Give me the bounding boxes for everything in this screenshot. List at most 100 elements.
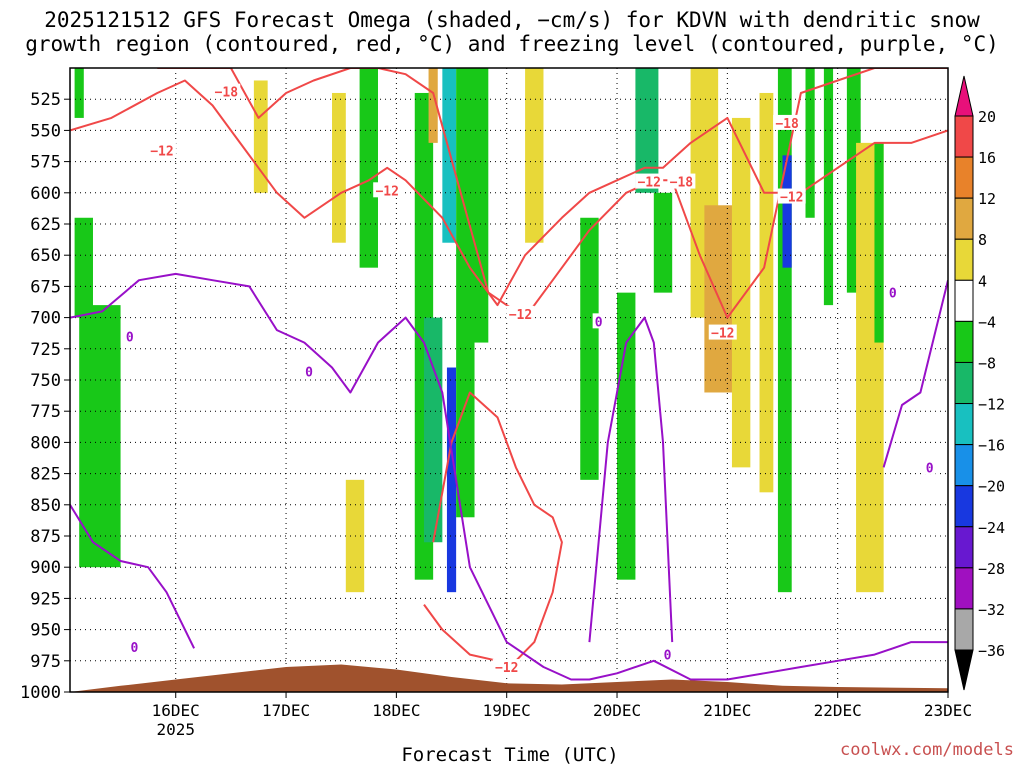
contour-label: 0 <box>305 365 313 380</box>
omega-shaded-region <box>759 92 774 493</box>
contour-label-bg <box>777 188 806 204</box>
y-tick-label: 825 <box>30 465 61 485</box>
colorbar-bin <box>954 279 974 322</box>
omega-shaded-region <box>782 155 792 268</box>
y-tick-label: 700 <box>30 309 61 329</box>
colorbar-tick-label: −32 <box>978 601 1005 619</box>
contour-label-bg <box>373 182 402 198</box>
colorbar-tick-label: 12 <box>978 190 996 208</box>
omega-shaded-region <box>79 305 121 568</box>
x-tick-label: 18DEC <box>372 701 420 720</box>
contour-label: 0 <box>595 315 603 330</box>
colorbar-top-arrow <box>954 75 974 117</box>
freezing-level-contour-line <box>588 316 674 643</box>
omega-shaded-region <box>423 317 443 543</box>
y-tick-label: 600 <box>30 184 61 204</box>
contour-label-bg <box>773 114 802 130</box>
omega-shaded-region <box>617 292 636 580</box>
omega-shaded-region <box>653 192 673 293</box>
contour-label: −12 <box>495 661 518 676</box>
x-tick-label: 16DEC <box>152 701 200 720</box>
colorbar-bin <box>954 156 974 199</box>
x-tick-label: 22DEC <box>814 701 862 720</box>
contour-label: 0 <box>889 287 897 302</box>
contour-label: −18 <box>215 86 239 101</box>
y-tick-label: 950 <box>30 621 61 641</box>
colorbar-tick-label: 4 <box>978 272 987 290</box>
colorbar-tick-label: −36 <box>978 642 1005 660</box>
y-tick-label: 900 <box>30 558 61 578</box>
omega-shaded-region <box>469 68 489 343</box>
colorbar-tick-label: −28 <box>978 560 1005 578</box>
contour-label-bg <box>886 284 899 300</box>
y-tick-label: 775 <box>30 402 61 422</box>
freezing-level-contour-line <box>70 504 195 649</box>
omega-shaded-region <box>635 68 659 193</box>
contour-label: −12 <box>375 184 398 199</box>
contour-label: −12 <box>780 191 803 206</box>
contour-label-bg <box>708 324 737 340</box>
colorbar-bin <box>954 115 974 158</box>
colorbar-tick-label: −16 <box>978 437 1005 455</box>
y-tick-label: 575 <box>30 153 61 173</box>
contour-label-bg <box>506 305 535 321</box>
x-tick-label: 21DEC <box>703 701 751 720</box>
omega-shaded-region <box>525 68 544 243</box>
colorbar-bin <box>954 608 974 651</box>
freezing-level-contour-line <box>70 272 948 681</box>
colorbar-bin <box>954 485 974 528</box>
omega-shaded-region <box>805 68 815 218</box>
contour-label-bg <box>635 173 664 189</box>
dendritic-contour-line <box>70 79 948 307</box>
x-axis: 16DEC 17DEC 18DEC 19DEC 20DEC 21DEC 22DEC 23DEC… <box>152 692 972 739</box>
contour-label: −12 <box>637 176 660 191</box>
source-credit: coolwx.com/models <box>840 740 1014 760</box>
x-tick-label: 23DEC <box>924 701 972 720</box>
y-axis: 525 550 575 600 625 650 675 700 725 750 775 800 825 8… <box>20 90 70 703</box>
colorbar-tick-label: −24 <box>978 519 1005 537</box>
colorbar-tick-label: 16 <box>978 149 996 167</box>
omega-shaded-region <box>74 217 93 318</box>
x-tick-label: 20DEC <box>593 701 641 720</box>
colorbar-bottom-arrow <box>954 649 974 691</box>
omega-shaded-region <box>823 68 834 306</box>
contour-label-bg <box>147 142 176 158</box>
contour-label-bg <box>492 659 521 675</box>
contour-label-bg <box>923 459 936 475</box>
contour-label: −18 <box>670 176 694 191</box>
y-tick-label: 850 <box>30 496 61 516</box>
colorbar-bin <box>954 444 974 487</box>
chart-title-line-1: 2025121512 GFS Forecast Omega (shaded, −… <box>44 8 980 32</box>
colorbar-bin <box>954 403 974 446</box>
x-tick-label: 19DEC <box>483 701 531 720</box>
y-tick-label: 625 <box>30 215 61 235</box>
contour-label: 0 <box>926 461 934 476</box>
omega-shaded-region <box>359 68 378 268</box>
contour-label-bg <box>661 646 674 662</box>
omega-shaded-region <box>428 68 438 143</box>
omega-shaded-region <box>580 217 599 480</box>
y-tick-label: 675 <box>30 277 61 297</box>
y-tick-label: 800 <box>30 433 61 453</box>
colorbar-tick-label: −4 <box>978 313 996 331</box>
x-year-label: 2025 <box>156 720 195 739</box>
omega-shaded-region <box>332 92 346 243</box>
colorbar-tick-label: −20 <box>978 478 1005 496</box>
x-axis-label: Forecast Time (UTC) <box>401 744 619 766</box>
contour-label-bg <box>123 328 136 344</box>
colorbar-bin <box>954 320 974 363</box>
colorbar-bin <box>954 361 974 405</box>
contour-label: 0 <box>130 641 138 656</box>
omega-shaded-region <box>74 68 84 118</box>
contour-label-bg <box>303 363 316 379</box>
contour-label-bg <box>667 173 696 189</box>
colorbar: 20 16 12 8 4 −4 −8 −12 −16 −20 −24 −28 −32 −36 <box>954 75 1005 691</box>
contour-label: −18 <box>775 117 799 132</box>
x-tick-label: 17DEC <box>262 701 310 720</box>
y-tick-label: 650 <box>30 246 61 266</box>
colorbar-tick-label: 20 <box>978 108 996 126</box>
freezing-level-contour-line <box>882 279 948 468</box>
y-tick-label: 525 <box>30 90 61 110</box>
y-tick-label: 875 <box>30 527 61 547</box>
